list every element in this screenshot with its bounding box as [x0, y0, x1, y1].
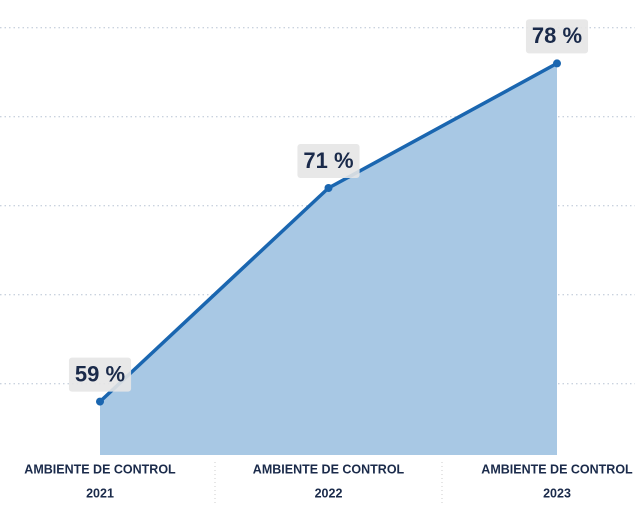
area [100, 63, 557, 456]
value-label-bg [68, 357, 132, 392]
value-label-bg [297, 144, 360, 178]
x-tick-label: 2021 [86, 486, 114, 500]
x-tick-label: AMBIENTE DE CONTROL [24, 462, 176, 476]
value-label: 71 % [303, 148, 353, 173]
point [96, 397, 104, 406]
point [553, 59, 561, 68]
point [324, 184, 333, 192]
value-label-bg [525, 19, 589, 54]
x-tick-label: AMBIENTE DE CONTROL [253, 462, 405, 476]
value-label: 78 % [532, 23, 582, 48]
value-label: 59 % [75, 361, 125, 386]
x-tick-label: 2022 [315, 486, 343, 500]
x-tick-label: 2023 [543, 486, 571, 500]
x-tick-label: AMBIENTE DE CONTROL [481, 462, 633, 476]
